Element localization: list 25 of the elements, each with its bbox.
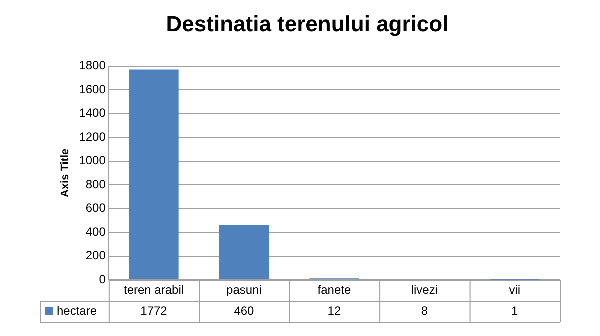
y-tick-label: 1800: [79, 58, 106, 73]
y-tick-label: 1000: [79, 154, 106, 168]
data-label: 12: [328, 304, 342, 318]
data-label: 460: [234, 304, 255, 318]
y-tick-label: 800: [86, 177, 106, 192]
chart-title: Destinatia terenului agricol: [166, 11, 449, 36]
x-tick-label: livezi: [411, 282, 438, 297]
data-label: 8: [421, 304, 428, 318]
data-label: 1: [512, 304, 519, 318]
legend-label: hectare: [57, 304, 98, 318]
y-tick-label: 200: [86, 248, 106, 263]
y-tick-label: 600: [86, 201, 106, 216]
x-tick-label: vii: [509, 282, 521, 297]
bar: [129, 70, 179, 280]
bar: [219, 225, 270, 280]
data-label: 1772: [140, 304, 168, 318]
x-tick-label: fanete: [318, 282, 352, 297]
y-tick-label: 400: [86, 224, 106, 239]
y-tick-label: 1600: [79, 82, 106, 96]
x-tick-label: teren arabil: [124, 282, 184, 297]
y-axis-title: Axis Title: [60, 148, 72, 198]
y-tick-label: 0: [99, 272, 106, 286]
y-tick-label: 1200: [79, 130, 106, 144]
x-tick-label: pasuni: [226, 282, 262, 297]
y-tick-label: 1400: [79, 106, 106, 120]
